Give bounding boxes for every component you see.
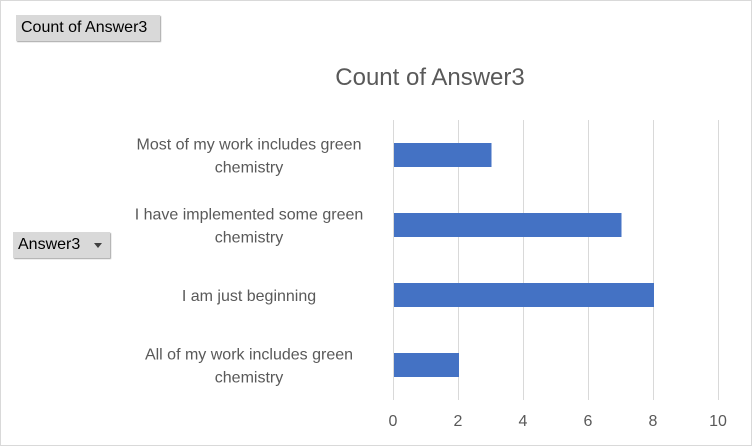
- category-label: I am just beginning: [182, 288, 316, 305]
- x-tick-label: 0: [389, 413, 398, 430]
- x-tick-label: 10: [709, 413, 727, 430]
- bar[interactable]: [394, 353, 459, 377]
- bar[interactable]: [394, 143, 492, 167]
- x-tick-label: 6: [584, 413, 593, 430]
- values-field-label: Count of Answer3: [21, 19, 148, 36]
- bar[interactable]: [394, 213, 622, 237]
- bars: [394, 143, 654, 377]
- x-tick-label: 8: [649, 413, 658, 430]
- dropdown-arrow-icon[interactable]: [94, 243, 102, 248]
- x-tick-labels: 0 2 4 6 8 10: [389, 413, 727, 430]
- bar[interactable]: [394, 283, 654, 307]
- x-tick-label: 2: [454, 413, 463, 430]
- x-tick-label: 4: [519, 413, 528, 430]
- category-label: I have implemented some green chemistry: [135, 207, 364, 247]
- chart-title: Count of Answer3: [335, 64, 524, 91]
- gridlines: [393, 120, 719, 400]
- axis-field-button[interactable]: Answer3: [13, 232, 110, 258]
- values-field-button[interactable]: Count of Answer3: [16, 15, 160, 41]
- category-label: Most of my work includes green chemistry: [137, 137, 362, 177]
- category-labels: Most of my work includes green chemistry I…: [135, 137, 364, 387]
- axis-field-label: Answer3: [18, 236, 81, 253]
- category-label: All of my work includes green chemistry: [145, 347, 353, 387]
